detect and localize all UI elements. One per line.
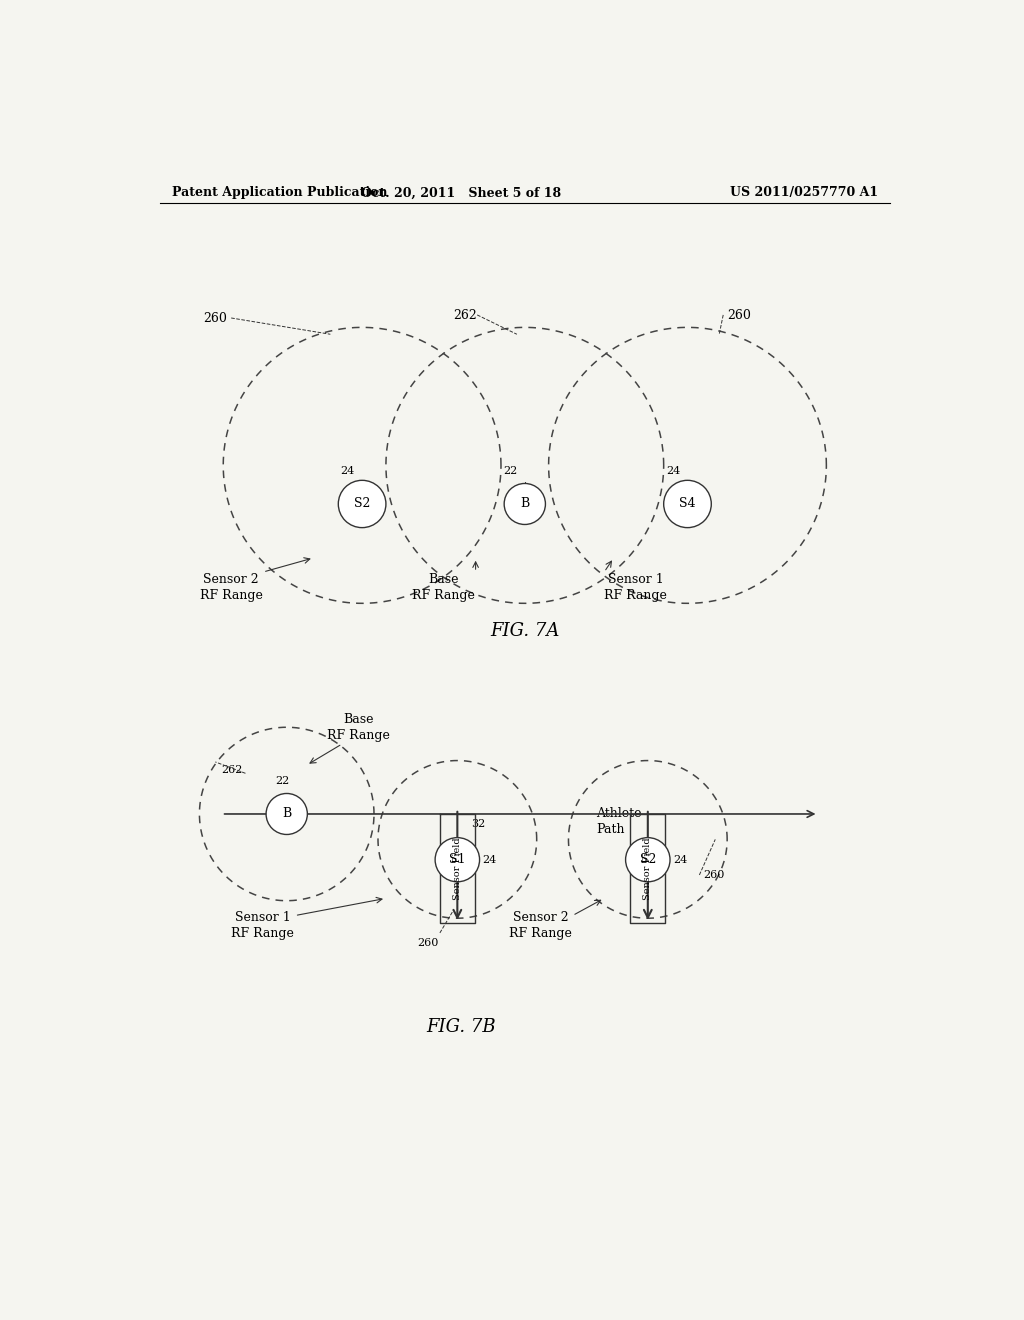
Text: Sensor 2
RF Range: Sensor 2 RF Range [200, 573, 262, 602]
Text: Sensor 2
RF Range: Sensor 2 RF Range [509, 911, 572, 940]
Text: 32: 32 [471, 820, 485, 829]
Text: Patent Application Publication: Patent Application Publication [172, 186, 387, 199]
Text: 260: 260 [703, 870, 725, 880]
Text: Sensor Field: Sensor Field [643, 837, 652, 900]
Ellipse shape [664, 480, 712, 528]
Text: Base
RF Range: Base RF Range [327, 713, 389, 742]
Text: 260: 260 [418, 939, 438, 948]
Text: B: B [282, 808, 292, 821]
Text: Base
RF Range: Base RF Range [413, 573, 475, 602]
Text: 24: 24 [341, 466, 355, 475]
Ellipse shape [626, 838, 670, 882]
Ellipse shape [338, 480, 386, 528]
Text: S2: S2 [640, 853, 656, 866]
Text: 260: 260 [204, 313, 227, 326]
Ellipse shape [266, 793, 307, 834]
Text: 262: 262 [454, 309, 477, 322]
Text: Athlete
Path: Athlete Path [596, 807, 642, 836]
Ellipse shape [435, 838, 479, 882]
Text: 262: 262 [221, 766, 243, 775]
Text: FIG. 7A: FIG. 7A [490, 622, 559, 640]
Text: Oct. 20, 2011   Sheet 5 of 18: Oct. 20, 2011 Sheet 5 of 18 [361, 186, 561, 199]
Text: 260: 260 [727, 309, 751, 322]
Text: B: B [520, 498, 529, 511]
Text: US 2011/0257770 A1: US 2011/0257770 A1 [730, 186, 878, 199]
Ellipse shape [504, 483, 546, 524]
Text: 22: 22 [504, 466, 518, 475]
Text: 22: 22 [275, 776, 290, 785]
Text: Sensor 1
RF Range: Sensor 1 RF Range [604, 573, 668, 602]
Text: Sensor 1
RF Range: Sensor 1 RF Range [231, 911, 294, 940]
Text: S2: S2 [354, 498, 371, 511]
Text: 24: 24 [666, 466, 680, 475]
Text: 24: 24 [482, 855, 497, 865]
Text: FIG. 7B: FIG. 7B [427, 1019, 496, 1036]
Text: 24: 24 [673, 855, 687, 865]
Text: S1: S1 [450, 853, 466, 866]
Text: Sensor Field: Sensor Field [453, 837, 462, 900]
Text: S4: S4 [679, 498, 695, 511]
